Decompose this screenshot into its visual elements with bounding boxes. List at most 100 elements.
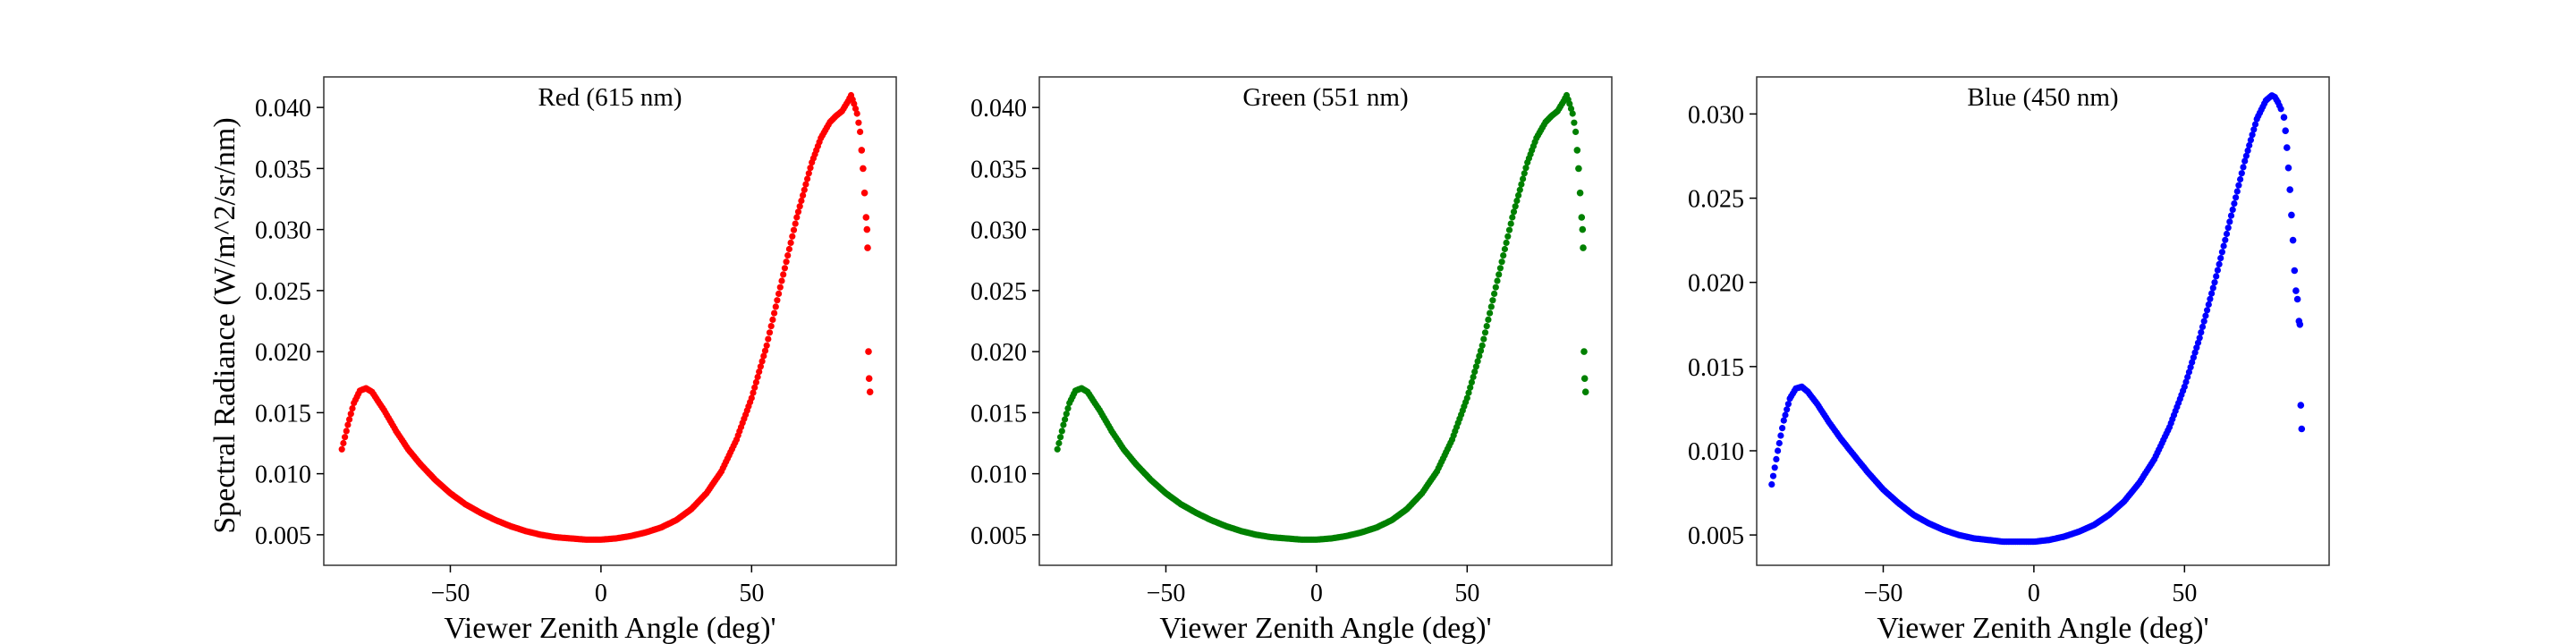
outlier-point-blue-7 (2291, 267, 2299, 275)
data-point-blue-303 (2224, 225, 2232, 232)
data-point-green-6 (1063, 411, 1070, 418)
data-point-green-296 (1500, 252, 1507, 259)
data-point-red-344 (857, 128, 864, 135)
data-point-blue-304 (2226, 218, 2233, 225)
data-point-blue-295 (2213, 273, 2220, 280)
data-point-red-300 (790, 226, 798, 233)
outlier-point-green-3 (1578, 214, 1586, 221)
outlier-point-blue-12 (2297, 402, 2305, 409)
data-point-blue-11 (1784, 401, 1792, 408)
y-tick-label-blue-5: 0.030 (1688, 101, 1744, 129)
data-point-blue-6 (1777, 432, 1784, 439)
outlier-point-green-6 (1580, 348, 1588, 355)
outlier-point-red-5 (864, 244, 871, 251)
outlier-point-red-7 (865, 375, 873, 383)
data-point-red-305 (798, 197, 805, 205)
data-point-red-1 (340, 439, 347, 447)
data-point-red-284 (766, 329, 774, 336)
data-point-blue-314 (2241, 157, 2249, 165)
data-point-red-7 (349, 405, 356, 412)
plot-frame-green (1038, 76, 1613, 566)
data-point-red-277 (756, 369, 763, 376)
data-point-red-293 (780, 271, 787, 278)
data-point-blue-0 (1768, 481, 1775, 488)
data-point-red-297 (785, 245, 793, 253)
data-point-green-305 (1513, 197, 1521, 205)
data-point-blue-321 (2251, 121, 2259, 128)
data-point-green-289 (1489, 297, 1496, 304)
data-point-blue-298 (2217, 255, 2224, 262)
data-point-blue-281 (2191, 349, 2199, 356)
data-point-green-341 (1567, 105, 1575, 113)
y-tick-label-red-2: 0.015 (255, 400, 311, 428)
data-point-blue-290 (2205, 301, 2212, 309)
data-point-green-273 (1465, 389, 1472, 396)
data-point-blue-289 (2204, 307, 2211, 314)
y-tick-label-green-3: 0.020 (970, 339, 1027, 367)
outlier-point-green-7 (1580, 375, 1589, 383)
data-point-red-343 (855, 119, 862, 126)
data-point-green-290 (1491, 290, 1498, 297)
data-point-blue-280 (2190, 354, 2197, 361)
outlier-point-blue-6 (2289, 236, 2297, 244)
data-point-red-299 (789, 233, 796, 240)
outlier-point-red-6 (865, 348, 872, 355)
data-point-green-275 (1468, 378, 1475, 386)
data-point-green-282 (1479, 342, 1486, 349)
data-point-blue-10 (1784, 406, 1791, 413)
data-point-green-7 (1064, 405, 1072, 412)
y-tick-label-blue-0: 0.005 (1688, 522, 1744, 550)
data-point-green-284 (1481, 329, 1489, 336)
data-point-red-274 (751, 384, 758, 391)
data-point-blue-292 (2208, 290, 2216, 297)
y-tick-label-blue-4: 0.025 (1688, 186, 1744, 214)
outlier-point-green-4 (1579, 225, 1587, 233)
data-point-green-343 (1571, 119, 1578, 126)
data-point-green-301 (1507, 220, 1514, 227)
data-point-green-304 (1512, 203, 1519, 210)
y-tick-label-green-1: 0.010 (970, 462, 1027, 489)
outlier-point-red-3 (862, 214, 870, 221)
data-point-green-298 (1503, 239, 1510, 246)
data-point-blue-2 (1771, 464, 1778, 471)
data-point-red-296 (784, 252, 792, 259)
x-axis-title-green: Viewer Zenith Angle (deg)' (1159, 612, 1491, 644)
data-point-red-310 (805, 170, 812, 177)
data-point-green-299 (1504, 233, 1512, 240)
outlier-point-red-2 (860, 189, 869, 197)
data-point-green-3 (1058, 428, 1065, 435)
data-point-blue-285 (2198, 329, 2205, 336)
data-point-blue-1 (1769, 472, 1777, 479)
y-tick-label-blue-1: 0.010 (1688, 438, 1744, 466)
data-point-blue-318 (2247, 137, 2254, 144)
data-point-green-308 (1518, 181, 1525, 188)
data-point-green-340 (1566, 100, 1573, 107)
data-point-blue-293 (2209, 284, 2216, 292)
data-point-red-288 (772, 303, 779, 310)
data-point-blue-4 (1775, 447, 1782, 454)
outlier-point-red-0 (858, 147, 866, 154)
outlier-point-blue-11 (2296, 321, 2304, 328)
x-tick-label-blue-1: 0 (2028, 580, 2040, 607)
data-point-blue-297 (2216, 260, 2223, 267)
data-point-green-2 (1057, 434, 1064, 441)
data-point-red-276 (754, 373, 761, 381)
outlier-point-blue-2 (2284, 144, 2291, 151)
data-point-blue-5 (1775, 439, 1783, 447)
data-point-red-272 (748, 394, 755, 402)
y-tick-label-green-6: 0.035 (970, 156, 1027, 183)
figure-y-axis-title: Spectral Radiance (W/m^2/sr/nm) (208, 117, 242, 533)
data-point-red-282 (763, 342, 770, 349)
data-point-green-5 (1062, 416, 1069, 423)
x-tick-label-green-0: −50 (1147, 580, 1186, 607)
outlier-point-green-1 (1575, 165, 1582, 173)
data-point-blue-307 (2231, 200, 2238, 208)
data-point-red-280 (760, 352, 767, 360)
data-point-green-310 (1521, 170, 1528, 177)
y-tick-label-red-7: 0.040 (255, 95, 311, 123)
data-point-blue-308 (2233, 194, 2240, 201)
data-point-green-300 (1505, 226, 1513, 233)
x-tick-label-red-2: 50 (739, 580, 764, 607)
data-point-green-291 (1492, 284, 1499, 291)
